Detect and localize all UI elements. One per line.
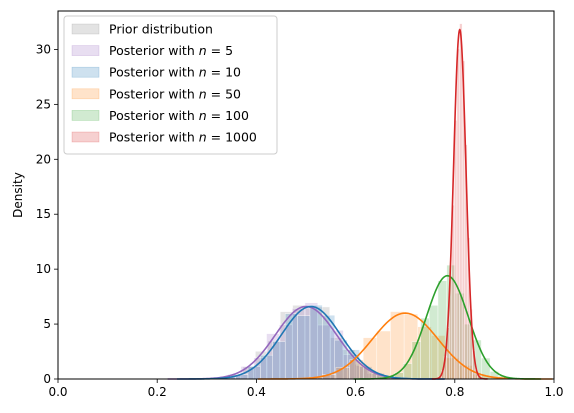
histogram-bar [284,313,298,380]
y-tick-label: 0 [43,372,51,386]
y-axis-label: Density [11,172,25,218]
y-tick-label: 30 [36,42,51,56]
legend-label: Prior distribution [109,22,213,37]
x-tick-label: 1.0 [544,385,563,399]
kde-curve [431,28,488,380]
histogram-bar [297,315,311,380]
legend-label: Posterior with n = 50 [109,86,241,101]
legend-swatch [71,66,100,78]
histogram-bar [429,305,439,380]
kde-curve [353,274,542,380]
legend-swatch [71,45,100,56]
x-tick-label: 0.6 [346,385,365,399]
histogram-bar [454,120,458,380]
legend-label: Posterior with n = 1000 [109,130,257,145]
y-axis: 0 5 10 15 20 25 30 [36,42,58,386]
y-tick-label: 25 [36,97,51,111]
y-tick-label: 20 [36,152,51,166]
histogram-bar [411,341,421,380]
histogram-bar [272,341,286,380]
kde-curve [257,312,553,380]
histogram-bar [309,304,323,380]
x-tick-label: 0.2 [148,385,167,399]
legend-swatch [71,110,100,121]
histogram-bar [459,23,463,380]
legend-label: Posterior with n = 5 [109,43,233,58]
legend: Prior distribution Posterior with n = 5 Po… [63,15,278,155]
plot-frame [57,10,555,380]
legend-swatch [71,23,100,35]
x-axis: 0.0 0.2 0.4 0.6 0.8 1.0 [48,379,564,399]
y-tick-label: 10 [36,262,51,276]
legend-swatch [71,131,100,143]
kde-curve-layer [167,28,553,380]
histogram-bar [260,354,273,380]
y-tick-label: 5 [43,317,51,331]
legend-box [63,15,278,155]
legend-swatch [71,88,100,100]
legend-label: Posterior with n = 10 [109,65,241,80]
legend-label: Posterior with n = 100 [109,108,249,123]
x-tick-label: 0.4 [247,385,266,399]
x-tick-label: 0.0 [48,385,67,399]
histogram-bar [456,48,460,380]
x-tick-label: 0.8 [445,385,464,399]
kde-curve [177,305,445,380]
y-tick-label: 15 [36,207,51,221]
histogram-bar [376,330,391,380]
